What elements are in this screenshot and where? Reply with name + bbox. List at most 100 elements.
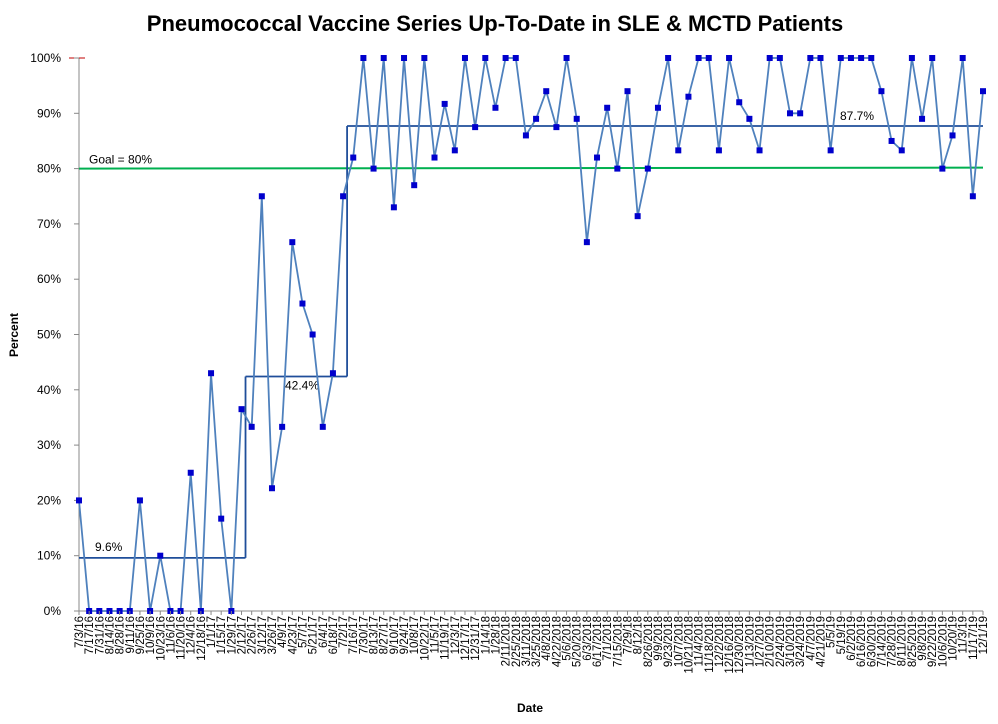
data-point xyxy=(258,193,265,200)
data-point xyxy=(573,115,580,122)
data-point xyxy=(756,147,763,154)
x-tick-label: 7/30/17 xyxy=(358,616,370,654)
x-tick-label: 5/5/19 xyxy=(826,616,838,648)
y-tick-label: 60% xyxy=(37,272,61,286)
x-tick-label: 9/23/2018 xyxy=(663,616,675,667)
data-point xyxy=(969,193,976,200)
data-point xyxy=(685,93,692,100)
x-tick-label: 6/2/2019 xyxy=(846,616,858,661)
data-point xyxy=(837,55,844,61)
data-point xyxy=(350,154,357,161)
y-tick-label: 0% xyxy=(44,604,62,618)
y-tick-label: 100% xyxy=(30,51,61,65)
median-label: 9.6% xyxy=(95,540,123,554)
median-layer: 9.6% 42.4% 87.7% xyxy=(79,109,983,559)
data-point xyxy=(441,100,448,107)
x-tick-label: 12/4/16 xyxy=(186,616,198,654)
data-point xyxy=(858,55,865,61)
data-point xyxy=(868,55,875,61)
data-point xyxy=(289,239,296,246)
data-point xyxy=(411,182,418,189)
goal-layer: Goal = 80% xyxy=(78,153,984,170)
x-tick-label: 10/9/16 xyxy=(145,616,157,654)
x-tick-label: 6/4/17 xyxy=(318,616,330,648)
data-point xyxy=(512,55,519,61)
data-point xyxy=(421,55,428,61)
x-tick-label: 8/13/17 xyxy=(369,616,381,654)
x-tick-label: 12/17/17 xyxy=(460,616,472,661)
x-tick-label: 1/15/17 xyxy=(216,616,228,654)
data-point xyxy=(279,423,286,430)
data-point xyxy=(136,497,143,504)
x-tick-label: 2/24/2019 xyxy=(775,616,787,667)
data-point xyxy=(583,239,590,246)
y-tick-label: 40% xyxy=(37,383,61,397)
data-point xyxy=(705,55,712,61)
x-tick-label: 7/29/18 xyxy=(623,616,635,654)
x-tick-label: 9/25/16 xyxy=(135,616,147,654)
data-point xyxy=(319,423,326,430)
x-tick-label: 2/26/17 xyxy=(247,616,259,654)
data-point xyxy=(360,55,367,61)
chart-title: Pneumococcal Vaccine Series Up-To-Date i… xyxy=(147,11,843,36)
data-point xyxy=(187,469,194,476)
x-tick-label: 9/22/2019 xyxy=(927,616,939,667)
x-tick-label: 2/10/2019 xyxy=(765,616,777,667)
x-tick-label: 7/1/2018 xyxy=(602,616,614,661)
x-tick-label: 5/6/2018 xyxy=(562,616,574,661)
data-point xyxy=(604,104,611,111)
y-tick-label: 90% xyxy=(37,106,61,120)
x-tick-label: 10/6/2019 xyxy=(937,616,949,667)
x-tick-label: 8/26/2018 xyxy=(643,616,655,667)
data-point xyxy=(675,147,682,154)
x-tick-label: 2/12/17 xyxy=(237,616,249,654)
axes: 0% 10% 20% 30% 40% 50% 60% 70% 80% 90% 100% xyxy=(30,51,983,618)
data-point xyxy=(807,55,814,61)
data-point xyxy=(827,147,834,154)
data-point xyxy=(919,115,926,122)
x-tick-label: 8/27/17 xyxy=(379,616,391,654)
data-point xyxy=(695,55,702,61)
data-point xyxy=(380,55,387,61)
data-point xyxy=(929,55,936,61)
x-tick-label: 5/19/19 xyxy=(836,616,848,654)
x-tick-label: 9/8/2019 xyxy=(917,616,929,661)
x-tick-label: 3/11/2018 xyxy=(521,616,533,666)
x-tick-label: 1/27/2019 xyxy=(755,616,767,667)
x-tick-label: 12/16/2018 xyxy=(724,616,736,674)
x-tick-label: 8/28/16 xyxy=(115,616,127,654)
data-point xyxy=(482,55,489,61)
x-tick-label: 8/11/2019 xyxy=(897,616,909,666)
x-tick-label: 7/2/17 xyxy=(338,616,350,648)
data-point xyxy=(431,154,438,161)
x-tick-label: 11/3/19 xyxy=(958,616,970,654)
x-tick-label: 3/12/17 xyxy=(257,616,269,654)
x-tick-label: 6/18/17 xyxy=(328,616,340,654)
data-point xyxy=(614,165,621,172)
y-tick-label: 10% xyxy=(37,549,61,563)
x-tick-label: 1/1/17 xyxy=(206,616,218,648)
data-point xyxy=(776,55,783,61)
data-point xyxy=(329,370,336,377)
data-point xyxy=(715,147,722,154)
data-point xyxy=(726,55,733,61)
x-tick-label: 12/30/2018 xyxy=(734,616,746,674)
data-point xyxy=(766,55,773,61)
data-point xyxy=(309,331,316,338)
x-tick-labels: 7/3/167/17/167/31/168/14/168/28/169/11/1… xyxy=(74,611,990,674)
data-point xyxy=(594,154,601,161)
median-label: 42.4% xyxy=(285,379,319,393)
x-tick-label: 7/28/2019 xyxy=(887,616,899,667)
x-tick-label: 1/28/18 xyxy=(490,616,502,654)
data-point xyxy=(644,165,651,172)
x-tick-label: 7/16/17 xyxy=(348,616,360,654)
x-tick-label: 12/2/2018 xyxy=(714,616,726,667)
x-tick-label: 4/9/17 xyxy=(277,616,289,648)
data-point xyxy=(492,104,499,111)
x-tick-label: 11/20/16 xyxy=(176,616,188,660)
data-point xyxy=(624,88,631,95)
data-point xyxy=(898,147,905,154)
x-tick-label: 11/4/2018 xyxy=(694,616,706,666)
